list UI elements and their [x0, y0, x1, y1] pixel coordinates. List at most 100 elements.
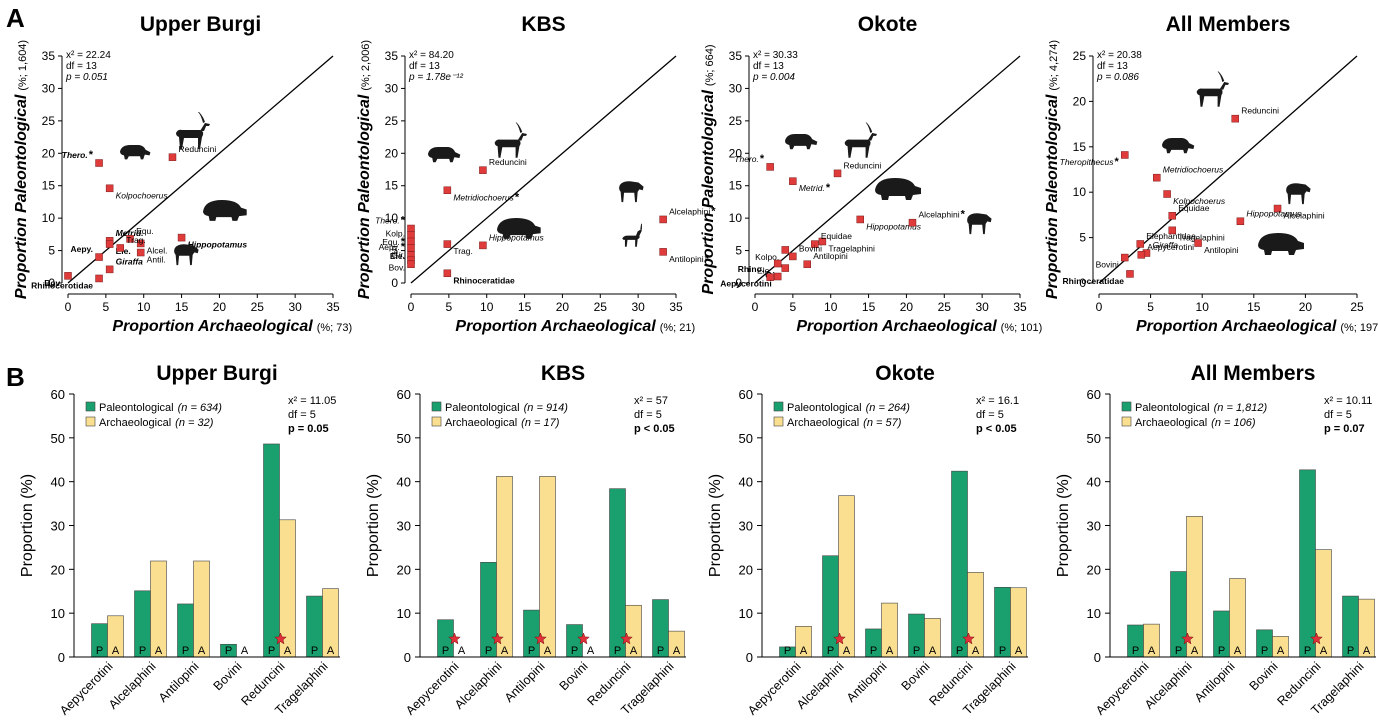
chart-title: KBS: [541, 362, 585, 385]
y-tick-label: 35: [385, 49, 399, 63]
hippo-silhouette: [497, 218, 541, 239]
y-tick-label: 20: [1087, 562, 1101, 577]
point-label: Hippopotamus: [866, 221, 922, 231]
significance-asterisk: *: [401, 241, 406, 253]
x-tick-label: 0: [65, 300, 72, 314]
stat-text: df = 13: [1097, 61, 1128, 72]
data-point: [1231, 114, 1239, 123]
pig-body: [1162, 138, 1195, 154]
x-tick-label: 5: [103, 300, 110, 314]
bar-letter-a: A: [544, 645, 552, 657]
y-tick-label: 25: [385, 114, 399, 128]
hippo-body: [203, 200, 247, 221]
category-label: Aepycerotini: [745, 659, 804, 718]
category-label: Antilopini: [502, 659, 548, 705]
x-tick-label: 10: [1196, 300, 1210, 314]
stat-text: df = 13: [66, 61, 97, 72]
y-tick-label: 20: [739, 562, 753, 577]
bar-letter-p: P: [956, 645, 963, 657]
scatter-panel-1: KBS 0 5 10 15 20 25 30 35 0 5 10 15 20 25 30 35 Proportio…: [356, 13, 716, 335]
stat-text: p = 0.051: [65, 72, 108, 83]
x-tick-label: 20: [900, 300, 914, 314]
bar-letter-p: P: [485, 645, 492, 657]
point-label: Aepy.*: [379, 241, 406, 253]
arch-bar: [539, 476, 556, 658]
y-axis-title-main: Proportion Paleontological: [1044, 94, 1061, 299]
data-point: [479, 166, 487, 174]
data-point: [659, 215, 667, 224]
pig-silhouette: [1162, 138, 1195, 154]
significance-star: [1310, 632, 1323, 645]
bar-letter-p: P: [1132, 645, 1139, 657]
y-tick-label: 30: [739, 519, 753, 534]
data-point: [407, 244, 415, 252]
hippo-silhouette: [1258, 233, 1304, 255]
y-tick-label: 10: [739, 606, 753, 621]
point-label: Antilopini: [813, 251, 848, 261]
y-tick-label: 30: [1087, 519, 1101, 534]
data-point: [407, 260, 415, 268]
data-point: [789, 177, 797, 185]
significance-asterisk: *: [961, 209, 966, 221]
y-axis-title-suffix: (%; 664): [704, 44, 716, 86]
significance-star: [448, 632, 461, 645]
y-tick-label: 10: [42, 211, 56, 225]
y-tick-label: 40: [51, 475, 65, 490]
bar-letter-p: P: [1304, 645, 1311, 657]
y-tick-label: 0: [1094, 650, 1101, 665]
chart-title: KBS: [521, 13, 565, 36]
x-tick-label: 25: [1350, 300, 1364, 314]
stat-text: x² = 20.38: [1097, 50, 1142, 61]
bar-letter-a: A: [458, 645, 466, 657]
data-point: [136, 239, 145, 248]
point-label: Alcelaphini*: [669, 205, 716, 217]
paleo-bar: [263, 443, 280, 658]
bar-letter-p: P: [870, 645, 877, 657]
y-axis-title: Proportion Paleontological (%; 2,006): [356, 40, 373, 299]
y-tick-label: 30: [397, 519, 411, 534]
y-tick-label: 5: [391, 244, 398, 258]
pig-silhouette: [785, 134, 818, 150]
legend-series-name: Archaeological: [445, 417, 517, 429]
legend-series-name: Paleontological: [99, 402, 174, 414]
data-point: [818, 237, 827, 246]
y-tick-label: 60: [1087, 387, 1101, 402]
point-label: Metridiochoerus: [1163, 165, 1224, 175]
stat-text: x² = 11.05: [288, 395, 336, 407]
point-label: Reduncini: [1241, 106, 1279, 116]
y-tick-label: 15: [385, 179, 399, 193]
bar-letter-a: A: [1277, 645, 1285, 657]
arch-bar: [150, 560, 167, 658]
y-tick-label: 30: [51, 519, 65, 534]
data-point: [1126, 270, 1134, 278]
stat-text: df = 13: [409, 61, 440, 72]
y-tick-label: 20: [729, 146, 743, 160]
antelope-body: [1196, 88, 1223, 107]
significance-star: [274, 632, 287, 645]
y-tick-label: 50: [397, 431, 411, 446]
point-label: Thero.*: [62, 149, 94, 161]
x-axis-title-suffix: (%; 73): [317, 322, 352, 334]
y-tick-label: 0: [58, 650, 65, 665]
point-label: Equ.*: [382, 236, 406, 248]
bar-letter-a: A: [1234, 645, 1242, 657]
x-tick-label: 15: [518, 300, 532, 314]
point-label: Bov.: [44, 278, 62, 288]
antelope-body: [494, 139, 521, 158]
legend-series-name: Archaeological: [1135, 417, 1207, 429]
bar-letter-a: A: [1320, 645, 1328, 657]
point-label: Equidae: [821, 231, 852, 241]
category-label: Alcelaphini: [106, 659, 159, 712]
bar-letter-p: P: [268, 645, 275, 657]
legend-swatch: [85, 401, 96, 412]
wildebeest-body: [1286, 183, 1311, 205]
y-axis-title-suffix: (%; 4,274): [1048, 40, 1060, 91]
antelope-horn: [865, 122, 873, 133]
bar-letter-p: P: [1218, 645, 1225, 657]
category-label: Alcelaphini: [452, 659, 505, 712]
legend-swatch: [773, 401, 784, 412]
x-tick-label: 15: [1247, 300, 1261, 314]
wildebeest-silhouette: [1286, 183, 1311, 205]
data-point: [1168, 212, 1177, 220]
